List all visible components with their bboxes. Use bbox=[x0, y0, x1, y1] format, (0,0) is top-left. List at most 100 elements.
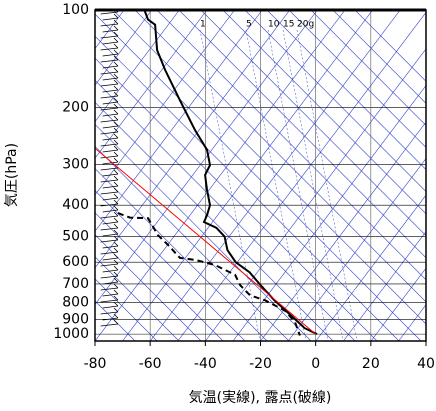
dry-adiabat bbox=[134, 10, 426, 303]
isotherm bbox=[287, 158, 426, 341]
dry-adiabat bbox=[95, 123, 312, 341]
wind-barb bbox=[102, 13, 119, 21]
isotherm bbox=[95, 10, 208, 159]
mixing-ratio-line bbox=[282, 29, 344, 341]
dry-adiabat bbox=[266, 10, 426, 170]
isotherm bbox=[177, 11, 426, 341]
isotherm bbox=[149, 10, 401, 341]
dry-adiabat bbox=[112, 10, 426, 325]
wind-barb bbox=[100, 67, 119, 75]
y-tick-label: 700 bbox=[62, 276, 89, 292]
wind-barb bbox=[100, 127, 119, 135]
isotherm bbox=[205, 48, 426, 341]
mixing-ratio-line bbox=[267, 29, 329, 341]
wind-barb bbox=[102, 73, 119, 81]
mixing-ratio-line bbox=[296, 29, 358, 341]
wind-barb bbox=[100, 283, 119, 291]
wind-barb bbox=[100, 103, 119, 111]
dry-adiabat bbox=[310, 10, 426, 126]
mixing-ratio-line bbox=[199, 29, 261, 341]
wind-barb bbox=[100, 91, 119, 99]
wind-barb bbox=[100, 175, 119, 183]
wind-barb bbox=[100, 247, 119, 255]
dry-adiabat bbox=[244, 10, 426, 193]
dry-adiabat bbox=[95, 79, 356, 341]
dry-adiabat bbox=[95, 212, 224, 341]
profile-line bbox=[95, 147, 317, 335]
x-tick-label: 0 bbox=[311, 356, 320, 372]
dry-adiabat bbox=[95, 256, 180, 341]
wind-barb bbox=[100, 187, 119, 195]
x-tick-label: -40 bbox=[194, 356, 217, 372]
wind-barb bbox=[102, 205, 119, 213]
wind-barb bbox=[102, 313, 119, 321]
wind-barb bbox=[100, 43, 119, 51]
isotherm bbox=[343, 231, 426, 341]
wind-barb bbox=[100, 19, 119, 27]
isotherm bbox=[95, 10, 263, 232]
dry-adiabat bbox=[95, 146, 290, 341]
wind-barb bbox=[100, 151, 119, 159]
isotherm bbox=[370, 267, 426, 341]
wind-barb bbox=[102, 193, 119, 201]
mixing-ratio-label: 1 bbox=[200, 20, 206, 30]
isotherm bbox=[95, 10, 235, 196]
wind-barb bbox=[102, 49, 119, 57]
y-tick-label: 800 bbox=[62, 295, 89, 311]
x-tick-label: -20 bbox=[249, 356, 272, 372]
isotherm bbox=[122, 10, 373, 341]
isotherm bbox=[95, 10, 318, 305]
y-tick-label: 200 bbox=[62, 100, 89, 116]
dry-adiabat bbox=[288, 10, 426, 148]
wind-barb bbox=[100, 211, 119, 219]
wind-barb bbox=[100, 31, 119, 39]
wind-barb bbox=[102, 277, 119, 285]
wind-barb bbox=[102, 37, 119, 45]
wind-barb bbox=[102, 265, 119, 273]
dry-adiabat bbox=[332, 10, 426, 104]
wind-barb bbox=[100, 199, 119, 207]
dry-adiabat bbox=[178, 10, 426, 259]
wind-barb bbox=[102, 121, 119, 129]
y-tick-label: 1000 bbox=[53, 326, 89, 342]
wind-barb bbox=[100, 319, 119, 327]
dry-adiabat bbox=[95, 35, 400, 341]
dry-adiabat bbox=[222, 10, 426, 215]
dry-adiabat bbox=[95, 278, 158, 341]
mixing-ratio-line bbox=[245, 29, 307, 341]
wind-barb bbox=[100, 223, 119, 231]
x-tick-label: -60 bbox=[139, 356, 162, 372]
dry-adiabat bbox=[95, 190, 246, 341]
mixing-ratio-label: 5 bbox=[246, 20, 252, 30]
wind-barb bbox=[102, 241, 119, 249]
x-axis-title: 気温(実線), 露点(破線) bbox=[189, 390, 332, 406]
plot-area bbox=[95, 10, 426, 341]
wind-barb bbox=[102, 169, 119, 177]
wind-barb bbox=[102, 181, 119, 189]
wind-barb bbox=[100, 307, 119, 315]
y-tick-label: 300 bbox=[62, 157, 89, 173]
wind-barb bbox=[102, 289, 119, 297]
wind-barb bbox=[102, 109, 119, 117]
wind-barb bbox=[102, 85, 119, 93]
wind-barb bbox=[102, 301, 119, 309]
y-tick-label: 900 bbox=[62, 311, 89, 327]
dry-adiabat bbox=[95, 57, 378, 341]
x-tick-label: -80 bbox=[84, 356, 107, 372]
wind-barb bbox=[100, 55, 119, 63]
mixing-ratio-label: 20g bbox=[297, 20, 314, 30]
y-tick-label: 500 bbox=[62, 229, 89, 245]
x-tick-label: 20 bbox=[362, 356, 380, 372]
y-tick-label: 100 bbox=[62, 2, 89, 18]
wind-barb bbox=[100, 271, 119, 279]
wind-barb bbox=[102, 217, 119, 225]
y-tick-label: 400 bbox=[62, 197, 89, 213]
x-tick-label: 40 bbox=[417, 356, 435, 372]
wind-barb bbox=[100, 115, 119, 123]
isotherm bbox=[95, 10, 291, 269]
wind-barb bbox=[102, 145, 119, 153]
wind-barb bbox=[102, 61, 119, 69]
dry-adiabat bbox=[95, 101, 334, 341]
dry-adiabat bbox=[156, 10, 426, 281]
